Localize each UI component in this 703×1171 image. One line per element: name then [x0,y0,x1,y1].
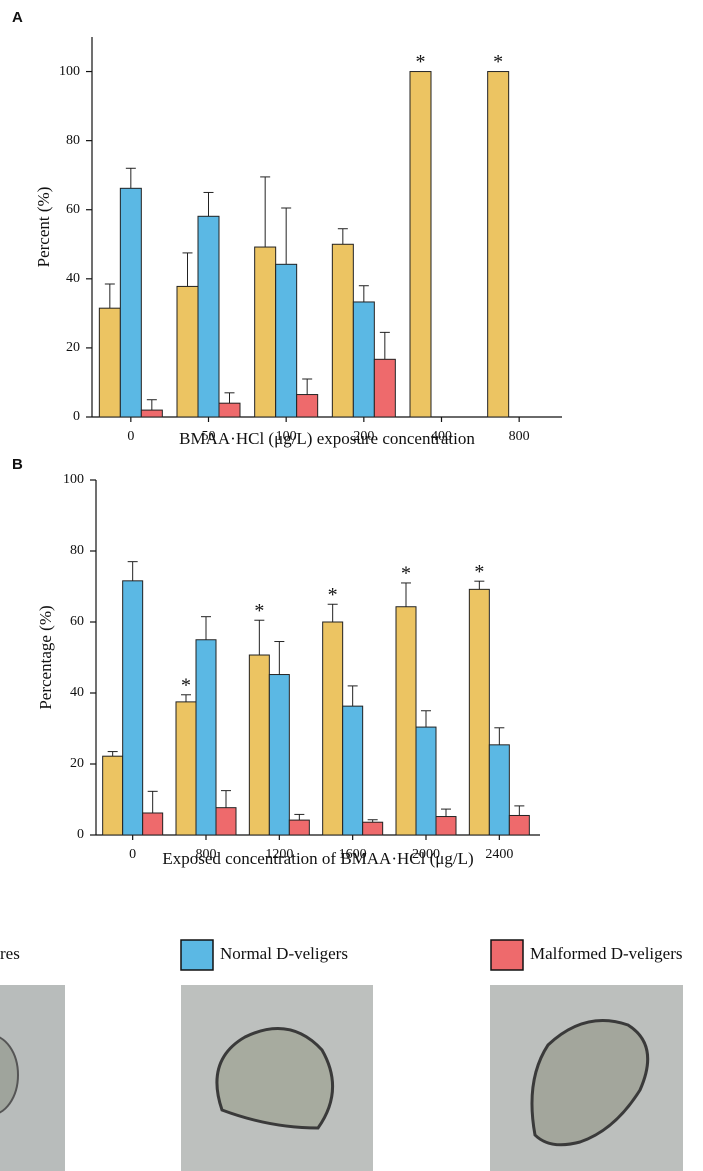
x-tick-label: 100 [276,429,297,444]
y-tick-label: 100 [59,64,80,79]
x-tick-label: 2400 [485,847,513,862]
bar [415,726,437,836]
x-tick-label: 50 [202,429,216,444]
bar [468,588,490,836]
bar [197,215,220,418]
bar [275,263,298,418]
y-tick-label: 0 [77,827,84,842]
bar [373,358,396,418]
bar [254,246,277,418]
x-tick-label: 0 [127,429,134,444]
bar [508,814,530,836]
bar [296,394,319,418]
significance-mark: * [328,584,338,606]
bar [488,744,510,836]
bar [395,606,417,836]
legend-label: Malformed D-veligers [530,944,682,963]
x-axis-title: BMAA·HCl (μg/L) exposure concentration [179,429,475,448]
y-tick-label: 80 [70,543,84,558]
bar [119,187,142,418]
x-tick-label: 800 [196,847,217,862]
bar [142,812,164,836]
y-axis-title: Percentage (%) [36,605,55,709]
bar [322,621,344,836]
x-tick-label: 2000 [412,847,440,862]
photo [0,985,65,1171]
significance-mark: * [474,561,484,583]
bar [102,755,124,836]
bar [98,307,121,418]
bar [140,409,163,418]
x-tick-label: 1200 [265,847,293,862]
significance-mark: * [254,600,264,622]
bar [268,674,290,836]
bar [176,285,199,418]
significance-mark: * [493,51,503,73]
y-tick-label: 40 [70,685,84,700]
legend-label: res [0,944,20,963]
y-tick-label: 0 [73,409,80,424]
y-tick-label: 80 [66,133,80,148]
x-axis-title: Exposed concentration of BMAA·HCl (μg/L) [162,849,473,868]
bar [288,819,310,836]
bar [248,654,270,836]
bar [195,639,217,836]
y-tick-label: 60 [66,202,80,217]
x-tick-label: 1600 [339,847,367,862]
x-tick-label: 0 [129,847,136,862]
significance-mark: * [416,51,426,73]
bar [342,705,364,836]
y-tick-label: 60 [70,614,84,629]
y-axis-title: Percent (%) [34,187,53,268]
bar [487,71,510,418]
y-tick-label: 20 [70,756,84,771]
significance-mark: * [401,563,411,585]
bar [362,821,384,836]
bar [175,701,197,836]
x-tick-label: 400 [431,429,452,444]
y-tick-label: 20 [66,340,80,355]
panel-label: B [12,456,23,473]
bar [409,71,432,418]
panel-label: A [12,9,23,26]
bar [122,580,144,836]
bar [215,807,237,836]
bar [352,301,375,418]
legend-label: Normal D-veligers [220,944,348,963]
legend-swatch [180,939,214,971]
bar [435,816,457,836]
significance-mark: * [181,674,191,696]
x-tick-label: 200 [353,429,374,444]
bar [218,402,241,418]
y-tick-label: 40 [66,271,80,286]
legend-swatch [490,939,524,971]
photo [490,985,683,1171]
photo [181,985,373,1171]
y-tick-label: 100 [63,472,84,487]
bar [331,243,354,418]
x-tick-label: 800 [509,429,530,444]
